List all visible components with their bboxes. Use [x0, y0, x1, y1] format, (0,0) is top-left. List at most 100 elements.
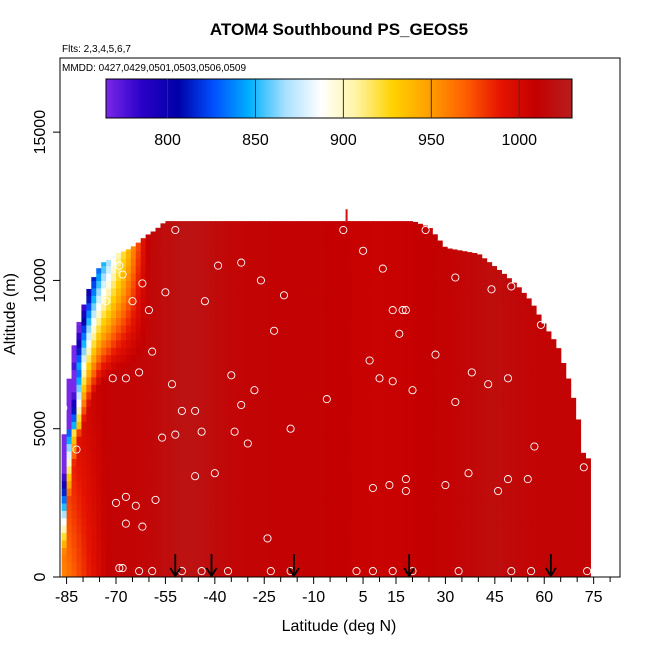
field-cell — [190, 413, 196, 422]
field-cell — [234, 525, 241, 534]
colorbar-tick-label: 950 — [418, 132, 445, 149]
field-cell — [298, 450, 305, 459]
field-cell — [219, 235, 226, 244]
field-cell — [466, 287, 473, 296]
field-cell — [363, 421, 369, 430]
field-cell — [521, 495, 527, 504]
field-cell — [61, 436, 68, 445]
field-cell — [219, 354, 226, 363]
field-cell — [288, 532, 295, 541]
field-cell — [106, 421, 112, 430]
field-cell — [521, 517, 527, 526]
field-cell — [506, 562, 512, 571]
field-cell — [293, 243, 300, 252]
field-cell — [387, 547, 394, 556]
field-cell — [343, 413, 349, 422]
field-cell — [368, 532, 374, 541]
field-cell — [318, 510, 325, 519]
field-cell — [125, 473, 132, 482]
field-cell — [338, 339, 344, 348]
field-cell — [387, 243, 394, 252]
field-cell — [86, 532, 92, 541]
field-cell — [531, 305, 537, 311]
field-cell — [323, 376, 330, 385]
field-cell — [407, 332, 414, 341]
field-cell — [511, 539, 517, 548]
field-cell — [91, 361, 97, 370]
field-cell — [200, 369, 206, 378]
field-cell — [155, 547, 162, 556]
field-cell — [392, 473, 399, 482]
field-cell — [343, 324, 349, 333]
field-cell — [392, 458, 399, 467]
field-cell — [279, 258, 285, 267]
field-cell — [259, 354, 265, 363]
field-cell — [501, 428, 507, 437]
field-cell — [328, 243, 335, 252]
field-cell — [506, 510, 512, 519]
field-cell — [195, 547, 201, 556]
field-cell — [234, 347, 241, 356]
field-cell — [288, 406, 295, 415]
field-cell — [447, 406, 453, 415]
field-cell — [545, 458, 552, 467]
sample-point — [385, 481, 394, 490]
field-cell — [452, 324, 458, 333]
field-cell — [274, 473, 280, 482]
field-cell — [244, 273, 251, 282]
field-cell — [461, 488, 468, 497]
field-cell — [466, 480, 473, 489]
field-cell — [560, 413, 567, 422]
field-cell — [288, 273, 295, 282]
field-cell — [244, 302, 251, 311]
field-cell — [392, 399, 399, 408]
field-cell — [516, 391, 522, 400]
field-cell — [116, 339, 122, 348]
field-cell — [61, 450, 68, 459]
field-cell — [545, 436, 552, 445]
field-cell — [229, 376, 236, 385]
field-cell — [442, 302, 448, 311]
field-cell — [125, 443, 132, 452]
field-cell — [358, 295, 364, 304]
x-tick-label: 15 — [387, 589, 405, 606]
field-cell — [491, 280, 498, 289]
field-cell — [328, 473, 335, 482]
field-cell — [540, 532, 547, 541]
field-cell — [96, 347, 102, 356]
field-cell — [521, 384, 527, 393]
field-cell — [195, 243, 201, 252]
field-cell — [269, 273, 275, 282]
field-cell — [254, 273, 260, 282]
field-cell — [476, 384, 483, 393]
field-cell — [328, 502, 335, 511]
field-cell — [303, 436, 310, 445]
field-cell — [145, 517, 152, 526]
field-cell — [160, 488, 167, 497]
y-axis-label: Altitude (m) — [2, 273, 19, 355]
field-cell — [165, 250, 171, 259]
field-cell — [471, 399, 478, 408]
field-cell — [570, 488, 577, 497]
field-cell — [244, 465, 251, 474]
field-cell — [135, 562, 142, 571]
field-cell — [303, 562, 310, 571]
field-cell — [308, 495, 315, 504]
field-cell — [120, 376, 127, 385]
field-cell — [140, 495, 147, 504]
field-cell — [377, 539, 384, 548]
field-cell — [249, 488, 255, 497]
field-cell — [284, 547, 290, 556]
field-cell — [417, 302, 423, 311]
field-cell — [155, 421, 162, 430]
field-cell — [452, 310, 458, 319]
chart-title: ATOM4 Southbound PS_GEOS5 — [210, 20, 468, 39]
field-cell — [61, 525, 68, 534]
field-cell — [116, 406, 122, 415]
field-cell — [427, 465, 433, 474]
field-cell — [81, 406, 87, 415]
field-cell — [565, 384, 572, 393]
field-cell — [125, 465, 132, 474]
field-cell — [204, 221, 211, 230]
field-cell — [318, 265, 325, 274]
